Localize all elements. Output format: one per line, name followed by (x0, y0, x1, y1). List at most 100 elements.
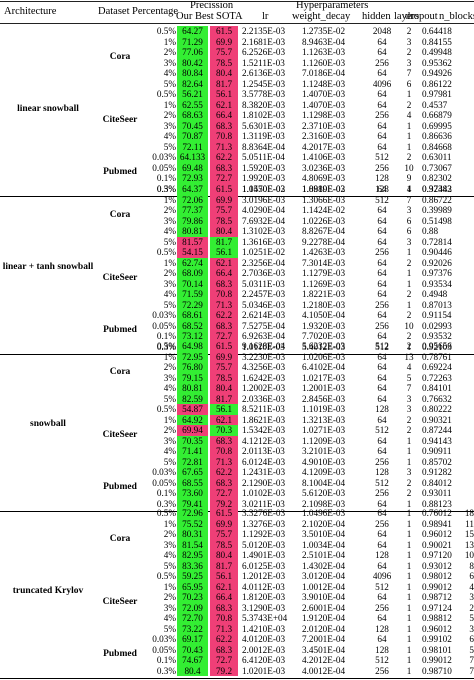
dropout-cell: 0.93534 (422, 278, 452, 289)
weight-decay-cell: 3.4501E-04 (302, 644, 346, 655)
our-best-cell: 80.4 (177, 665, 208, 676)
lr-cell: 1.4901E-03 (242, 550, 286, 560)
dropout-cell: 0.94926 (422, 68, 452, 78)
percentage-cell: 0.1% (156, 331, 176, 341)
sota-cell: 75.7 (210, 529, 238, 540)
dropout-cell: 0.72814 (422, 236, 452, 247)
hidden-cell: 64 (377, 383, 387, 393)
hidden-cell: 64 (377, 268, 387, 278)
weight-decay-cell: 1.0496E-03 (302, 508, 346, 518)
lr-cell: 4.0120E-03 (242, 634, 286, 644)
dropout-cell: 0.32342 (422, 184, 452, 194)
sota-cell: 71.3 (210, 141, 238, 152)
dropout-cell: 0.91154 (422, 310, 452, 320)
weight-decay-cell: 1.4106E-03 (302, 152, 346, 162)
dropout-cell: 0.98710 (422, 665, 452, 676)
table-row: 2% 80.31 75.7 1.1292E-03 3.5010E-04 64 1 0.9601… (0, 529, 474, 540)
our-best-cell: 54.87 (177, 404, 208, 415)
hidden-cell: 64 (377, 310, 387, 320)
table-row: 0.5% 54.15 56.1 1.0251E-02 1.4263E-03 256 1 0.9… (0, 247, 474, 258)
sota-cell: 78.5 (210, 215, 238, 226)
table-row: 5% 82.59 81.7 2.0336E-03 2.8456E-03 64 3 0.7663… (0, 393, 474, 404)
percentage-cell: 3% (163, 539, 176, 550)
dropout-cell: 0.92026 (422, 257, 452, 268)
layers-cell: 1 (406, 539, 412, 550)
lr-cell: 1.0251E-02 (242, 247, 286, 257)
sota-cell: 70.8 (210, 131, 238, 142)
n-blocks-cell: 18 (464, 508, 474, 518)
table-row: 0.03% 69.17 62.2 4.0120E-03 7.2001E-04 64 1 0.9… (0, 634, 474, 645)
layers-cell: 1 (406, 602, 412, 613)
weight-decay-cell: 2.0120E-04 (302, 623, 346, 634)
layers-cell: 2 (406, 425, 412, 435)
dropout-cell: 0.90321 (422, 414, 452, 425)
percentage-cell: 0.03% (152, 634, 176, 644)
sota-cell: 70.3 (210, 425, 238, 436)
hidden-cell: 64 (377, 120, 387, 131)
dropout-cell: 0.64418 (422, 26, 452, 36)
layers-cell: 1 (406, 550, 412, 560)
layers-cell: 9 (406, 173, 412, 183)
dropout-cell: 0.90021 (422, 539, 452, 550)
hidden-cell: 128 (375, 404, 389, 414)
hidden-cell: 64 (377, 226, 387, 236)
percentage-cell: 0.3% (156, 498, 176, 509)
lr-cell: 1.8120E-03 (242, 592, 286, 602)
table-row: 0.5% 56.21 56.1 3.5778E-03 1.4070E-03 64 1 0.97… (0, 89, 474, 100)
dropout-cell: 0.69224 (422, 362, 452, 372)
sota-cell: 62.2 (210, 152, 238, 163)
percentage-cell: 3% (163, 278, 176, 289)
weight-decay-cell: 2.3160E-03 (302, 131, 346, 141)
weight-decay-cell: 3.0236E-03 (302, 162, 346, 173)
architecture-label: linear + tanh snowball (2, 262, 94, 272)
lr-cell: 3.5778E-03 (242, 89, 286, 99)
architecture-label: snowball (30, 419, 66, 429)
header-weight-decay: weight_decay (292, 11, 351, 22)
percentage-cell: 2% (163, 592, 176, 602)
sota-cell: 70.8 (210, 446, 238, 457)
sota-cell: 79.2 (210, 498, 238, 509)
sota-cell: 68.3 (210, 162, 238, 173)
sota-cell: 62.1 (210, 581, 238, 592)
layers-cell: 3 (406, 404, 412, 414)
our-best-cell: 70.43 (177, 644, 208, 655)
hidden-cell: 64 (377, 414, 387, 425)
dataset-label: CiteSeer (102, 114, 138, 125)
lr-cell: 1.5211E-03 (242, 57, 285, 68)
lr-cell: 3.1290E-03 (242, 602, 286, 613)
hidden-cell: 64 (377, 634, 387, 644)
our-best-cell: 68.63 (177, 110, 208, 121)
weight-decay-cell: 4.2012E-04 (302, 655, 346, 665)
sota-cell: 75.7 (210, 47, 238, 58)
table-row: 0.05% 68.55 68.3 2.1290E-03 8.1004E-04 512 2 0.… (0, 477, 474, 488)
lr-cell: 5.0346E-03 (242, 299, 286, 310)
percentage-cell: 0.05% (152, 644, 176, 655)
percentage-cell: 3% (163, 372, 176, 383)
weight-decay-cell: 2.5101E-04 (302, 550, 346, 560)
our-best-cell: 72.06 (177, 194, 208, 205)
weight-decay-cell: 1.0206E-03 (302, 351, 346, 362)
lr-cell: 1.0201E-03 (242, 665, 286, 676)
our-best-cell: 64.98 (177, 341, 208, 352)
percentage-cell: 0.1% (156, 655, 176, 665)
lr-cell: 5.6301E-03 (242, 120, 286, 131)
percentage-cell: 0.5% (156, 247, 176, 257)
lr-cell: 3.0196E-03 (242, 194, 286, 205)
architecture-label: truncated Krylov (12, 586, 84, 596)
our-best-cell: 72.11 (177, 141, 208, 152)
weight-decay-cell: 7.3014E-03 (302, 257, 346, 268)
percentage-cell: 1% (163, 99, 176, 110)
header-our-best: Our Best (176, 11, 214, 22)
our-best-cell: 56.21 (177, 89, 208, 100)
our-best-cell: 62.55 (177, 99, 208, 110)
sota-cell: 72.7 (210, 173, 238, 184)
layers-cell: 10 (404, 162, 414, 173)
lr-cell: 6.4120E-03 (242, 655, 286, 665)
sota-cell: 56.1 (210, 404, 238, 415)
layers-cell: 2 (406, 289, 412, 299)
lr-cell: 4.0290E-04 (242, 205, 286, 215)
table-row: 3% 79.15 78.5 1.6242E-03 1.0217E-03 64 5 0.7226… (0, 372, 474, 383)
hidden-cell: 64 (377, 47, 387, 57)
lr-cell: 5.3743E+04 (242, 613, 288, 623)
percentage-cell: 0.5% (156, 571, 176, 581)
